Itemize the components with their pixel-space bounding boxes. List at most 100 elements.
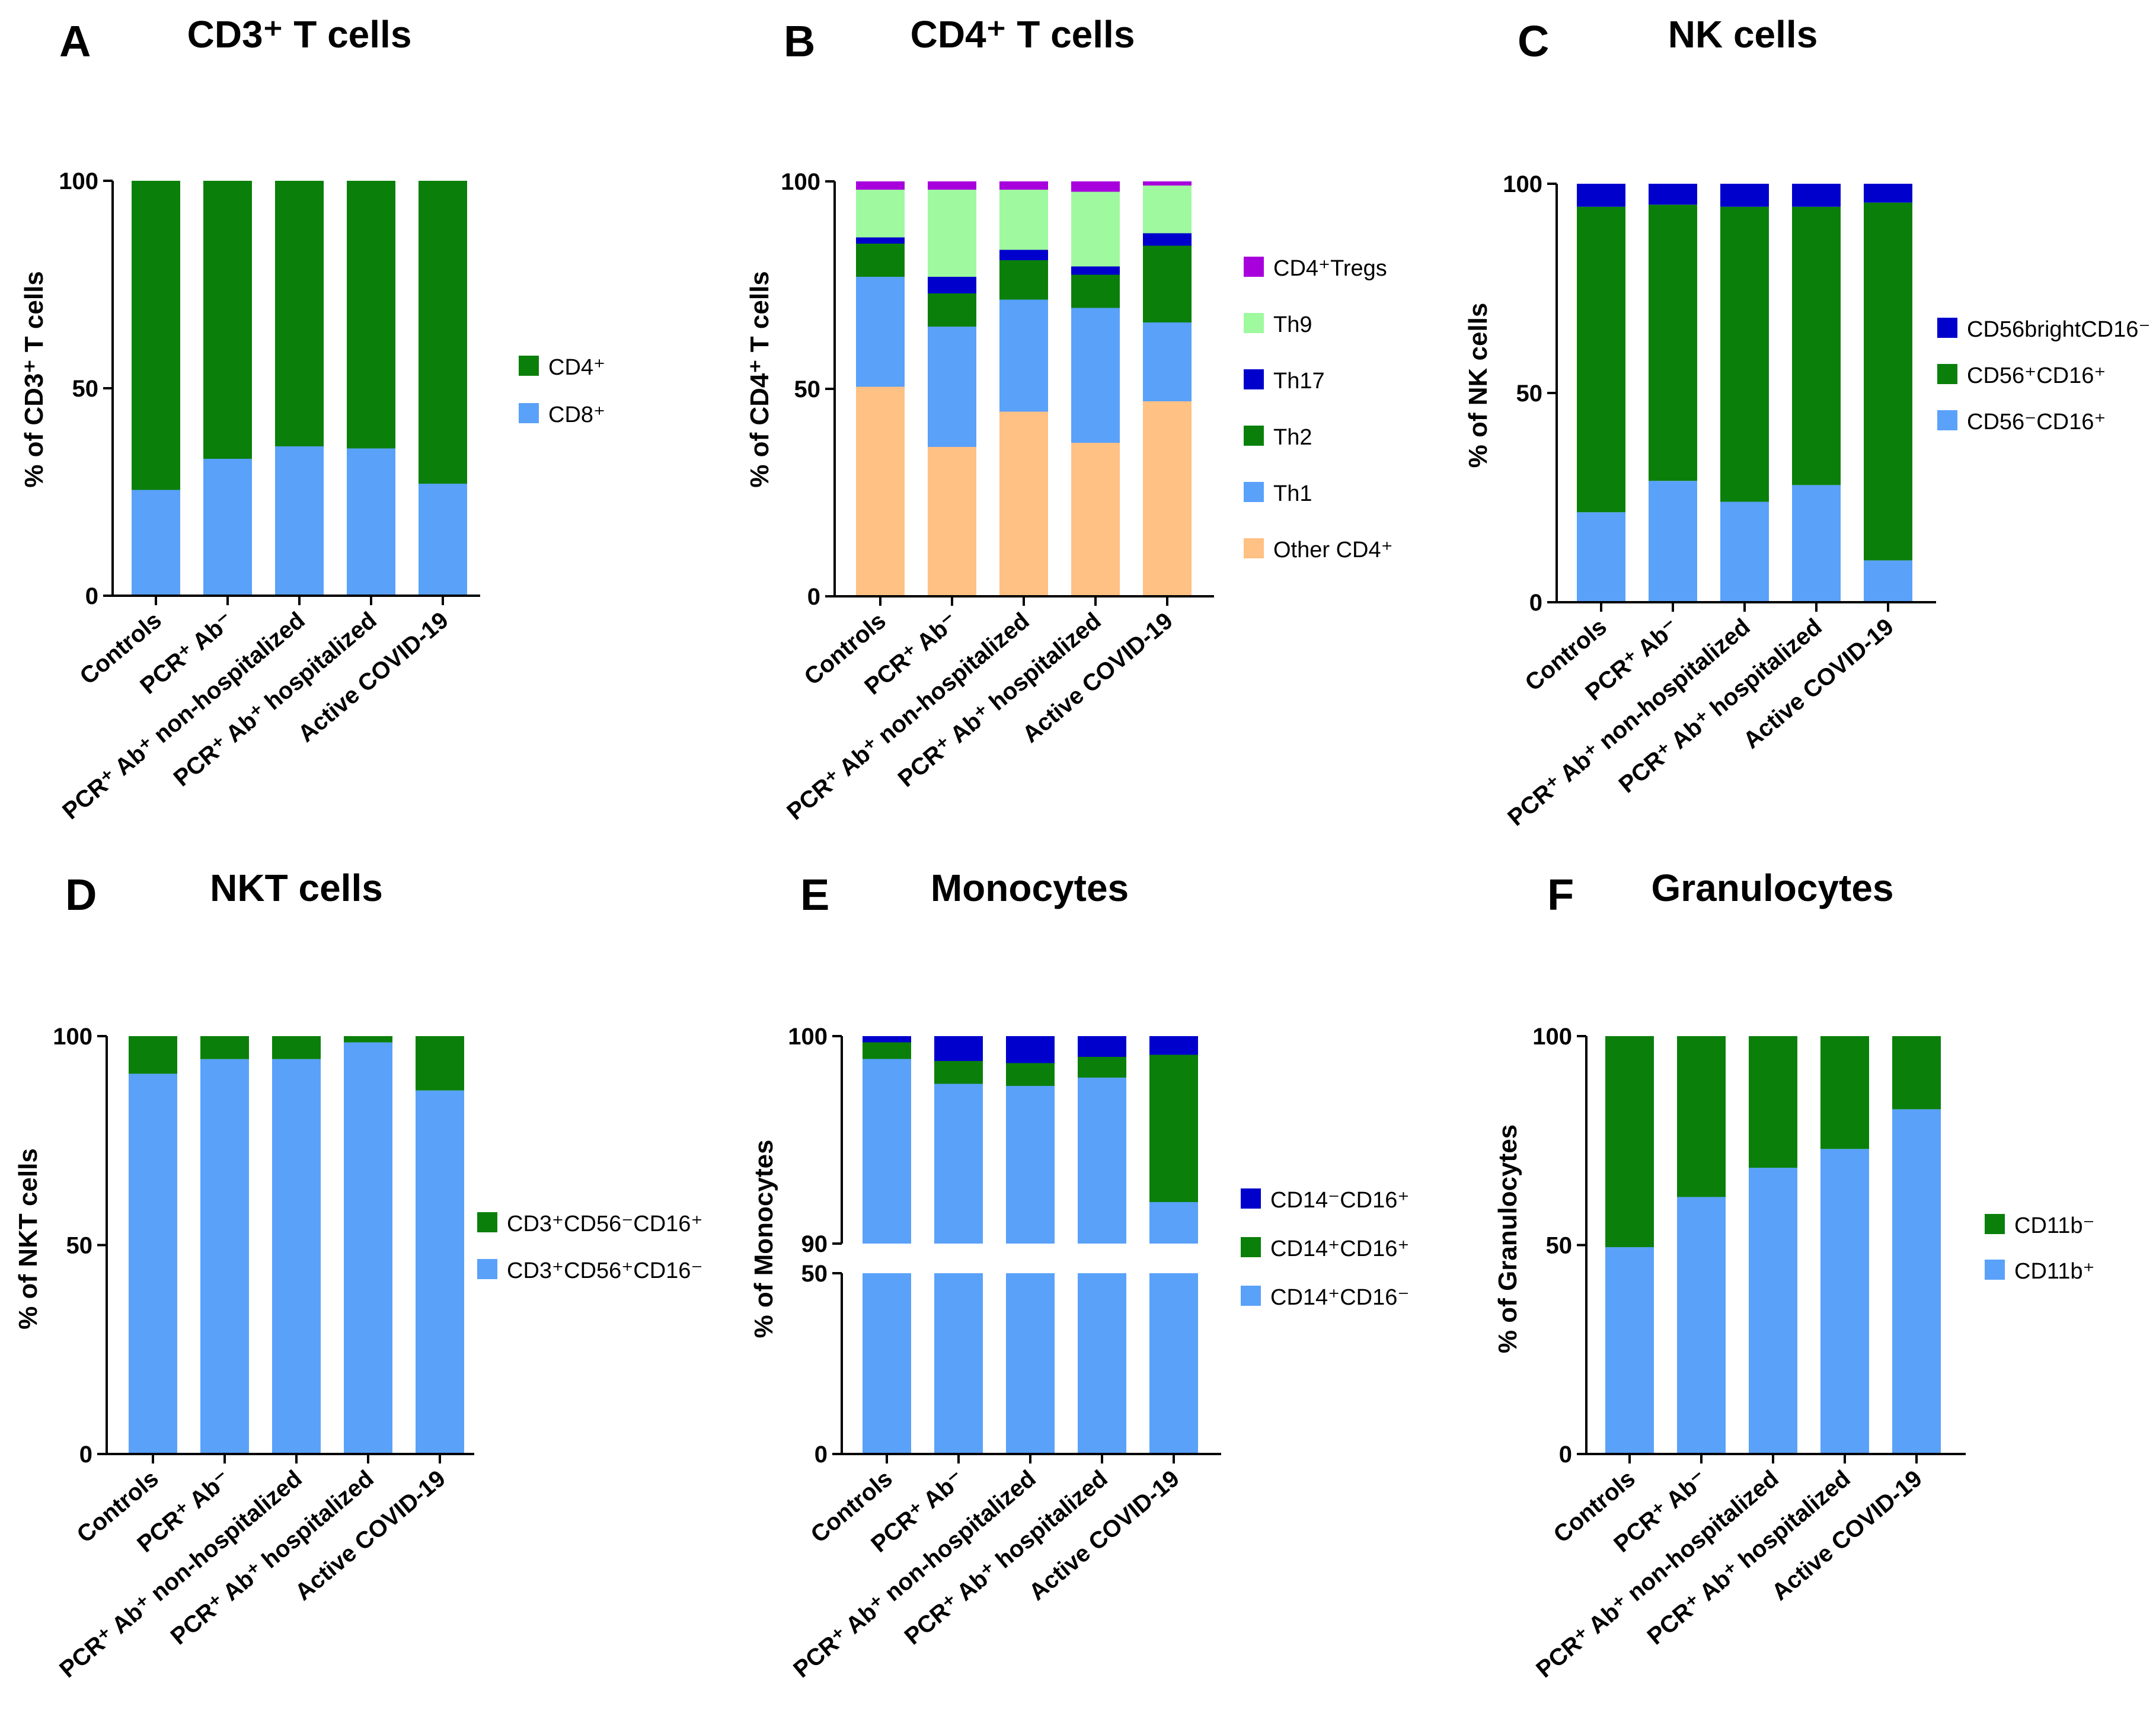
bar-f-pcr-ab-cd11b — [1677, 1197, 1726, 1454]
bar-d-pcr-ab-hospitalized-cd3-cd56-cd16 — [344, 1042, 392, 1454]
bar-b-active-covid-19-th2 — [1143, 245, 1192, 322]
bar-b-pcr-ab-hospitalized-other-cd4 — [1071, 443, 1120, 596]
legend-swatch-c — [1937, 364, 1957, 384]
legend-label-c: CD56⁺CD16⁺ — [1967, 363, 2106, 388]
panel-f-title: Granulocytes — [1651, 867, 1893, 909]
bar-d-controls-cd3-cd56-cd16 — [129, 1036, 177, 1074]
legend-swatch-e — [1241, 1286, 1261, 1306]
bar-b-active-covid-19-cd4-tregs — [1143, 181, 1192, 186]
legend-swatch-b — [1244, 538, 1264, 558]
legend-swatch-d — [477, 1212, 497, 1232]
bar-e-pcr-ab-hospitalized-cd14-cd16 — [1078, 1057, 1126, 1078]
legend-label-a: CD4⁺ — [548, 355, 605, 380]
bar-a-pcr-ab-cd8 — [203, 459, 252, 596]
panel-c-title: NK cells — [1668, 13, 1818, 56]
bar-f-active-covid-19-cd11b — [1892, 1109, 1941, 1454]
legend-label-d: CD3⁺CD56⁻CD16⁺ — [507, 1212, 703, 1236]
legend-swatch-b — [1244, 313, 1264, 333]
bar-b-pcr-ab-non-hospitalized-th9 — [999, 190, 1048, 250]
bar-c-controls-cd56-cd16 — [1577, 206, 1625, 513]
bar-e-pcr-ab-cd14-cd16-lower — [934, 1273, 983, 1454]
bar-e-pcr-ab-hospitalized-cd14-cd16 — [1078, 1078, 1126, 1244]
bar-e-controls-cd14-cd16 — [863, 1036, 911, 1043]
bar-b-active-covid-19-th9 — [1143, 186, 1192, 234]
bar-b-controls-th2 — [856, 244, 905, 277]
bar-e-active-covid-19-cd14-cd16-lower — [1149, 1273, 1198, 1454]
bar-a-pcr-ab-non-hospitalized-cd4 — [275, 181, 324, 446]
bar-e-pcr-ab-non-hospitalized-cd14-cd16 — [1006, 1086, 1055, 1244]
legend-label-e: CD14⁺CD16⁺ — [1270, 1236, 1409, 1261]
bar-b-active-covid-19-th1 — [1143, 322, 1192, 401]
bar-c-pcr-ab-hospitalized-cd56brightcd16 — [1792, 184, 1841, 207]
panel-letter-f: F — [1547, 870, 1574, 919]
y-tick-label-b: 50 — [794, 376, 821, 402]
panel-a-title: CD3⁺ T cells — [187, 13, 412, 56]
bar-c-controls-cd56-cd16 — [1577, 512, 1625, 602]
bar-e-pcr-ab-cd14-cd16 — [934, 1061, 983, 1084]
y-tick-label-f: 0 — [1559, 1442, 1572, 1468]
bar-d-pcr-ab-non-hospitalized-cd3-cd56-cd16 — [272, 1036, 321, 1059]
bar-d-pcr-ab-cd3-cd56-cd16 — [200, 1036, 249, 1059]
bar-e-active-covid-19-cd14-cd16 — [1149, 1054, 1198, 1202]
legend-swatch-e — [1241, 1188, 1261, 1209]
bar-a-pcr-ab-cd4 — [203, 181, 252, 459]
legend-label-f: CD11b⁺ — [2014, 1259, 2095, 1284]
bar-b-controls-th1 — [856, 277, 905, 387]
y-tick-label-f: 100 — [1532, 1024, 1572, 1050]
bar-b-active-covid-19-other-cd4 — [1143, 401, 1192, 596]
legend-label-d: CD3⁺CD56⁺CD16⁻ — [507, 1258, 703, 1283]
bar-e-pcr-ab-hospitalized-cd14-cd16-lower — [1078, 1273, 1126, 1454]
bar-b-pcr-ab-th9 — [928, 190, 976, 277]
legend-label-a: CD8⁺ — [548, 402, 605, 427]
legend-swatch-b — [1244, 426, 1264, 446]
bar-b-controls-th9 — [856, 190, 905, 238]
panel-letter-a: A — [59, 17, 91, 66]
legend-swatch-a — [519, 356, 539, 376]
bar-e-pcr-ab-non-hospitalized-cd14-cd16 — [1006, 1063, 1055, 1086]
legend-label-f: CD11b⁻ — [2014, 1213, 2095, 1238]
panel-b-y-label: % of CD4⁺ T cells — [745, 271, 774, 488]
y-tick-label-a: 50 — [72, 376, 99, 402]
bar-b-pcr-ab-hospitalized-th17 — [1071, 266, 1120, 275]
bar-c-active-covid-19-cd56-cd16 — [1864, 560, 1912, 602]
bar-a-active-covid-19-cd8 — [419, 484, 467, 596]
y-tick-label-c: 50 — [1516, 381, 1543, 407]
bar-a-pcr-ab-hospitalized-cd8 — [347, 448, 395, 596]
bar-b-controls-th17 — [856, 237, 905, 244]
bar-a-controls-cd8 — [132, 490, 180, 596]
bar-b-pcr-ab-th17 — [928, 277, 976, 293]
bar-c-pcr-ab-non-hospitalized-cd56-cd16 — [1720, 501, 1769, 602]
legend-swatch-f — [1985, 1260, 2005, 1280]
bar-e-controls-cd14-cd16-lower — [863, 1273, 911, 1454]
panel-letter-e: E — [800, 870, 829, 919]
bar-c-pcr-ab-hospitalized-cd56-cd16 — [1792, 206, 1841, 485]
bar-e-active-covid-19-cd14-cd16 — [1149, 1036, 1198, 1055]
bar-e-pcr-ab-cd14-cd16 — [934, 1084, 983, 1244]
bar-e-pcr-ab-non-hospitalized-cd14-cd16-lower — [1006, 1273, 1055, 1454]
bar-b-pcr-ab-non-hospitalized-th1 — [999, 299, 1048, 412]
bar-b-pcr-ab-hospitalized-th9 — [1071, 191, 1120, 267]
bar-b-pcr-ab-non-hospitalized-other-cd4 — [999, 411, 1048, 596]
bar-a-controls-cd4 — [132, 181, 180, 490]
legend-swatch-e — [1241, 1237, 1261, 1257]
legend-swatch-b — [1244, 257, 1264, 277]
panel-a: A CD3⁺ T cells % of CD3⁺ T cells Control… — [20, 13, 605, 825]
y-tick-label-e: 100 — [788, 1024, 828, 1050]
y-tick-label-f: 50 — [1546, 1233, 1573, 1259]
bar-d-pcr-ab-hospitalized-cd3-cd56-cd16 — [344, 1036, 392, 1043]
bar-a-active-covid-19-cd4 — [419, 181, 467, 484]
bar-d-active-covid-19-cd3-cd56-cd16 — [416, 1036, 464, 1091]
panel-f-y-label: % of Granulocytes — [1493, 1124, 1522, 1353]
legend-label-e: CD14⁻CD16⁺ — [1270, 1188, 1409, 1213]
panel-letter-c: C — [1518, 17, 1549, 66]
panel-letter-b: B — [784, 17, 815, 66]
panel-b-title: CD4⁺ T cells — [911, 13, 1135, 56]
y-tick-label-b: 0 — [807, 584, 820, 610]
bar-b-pcr-ab-non-hospitalized-cd4-tregs — [999, 181, 1048, 190]
y-tick-label-e: 90 — [801, 1231, 828, 1257]
bar-e-pcr-ab-cd14-cd16 — [934, 1036, 983, 1061]
bar-a-pcr-ab-non-hospitalized-cd8 — [275, 446, 324, 596]
y-tick-label-d: 100 — [53, 1024, 92, 1050]
